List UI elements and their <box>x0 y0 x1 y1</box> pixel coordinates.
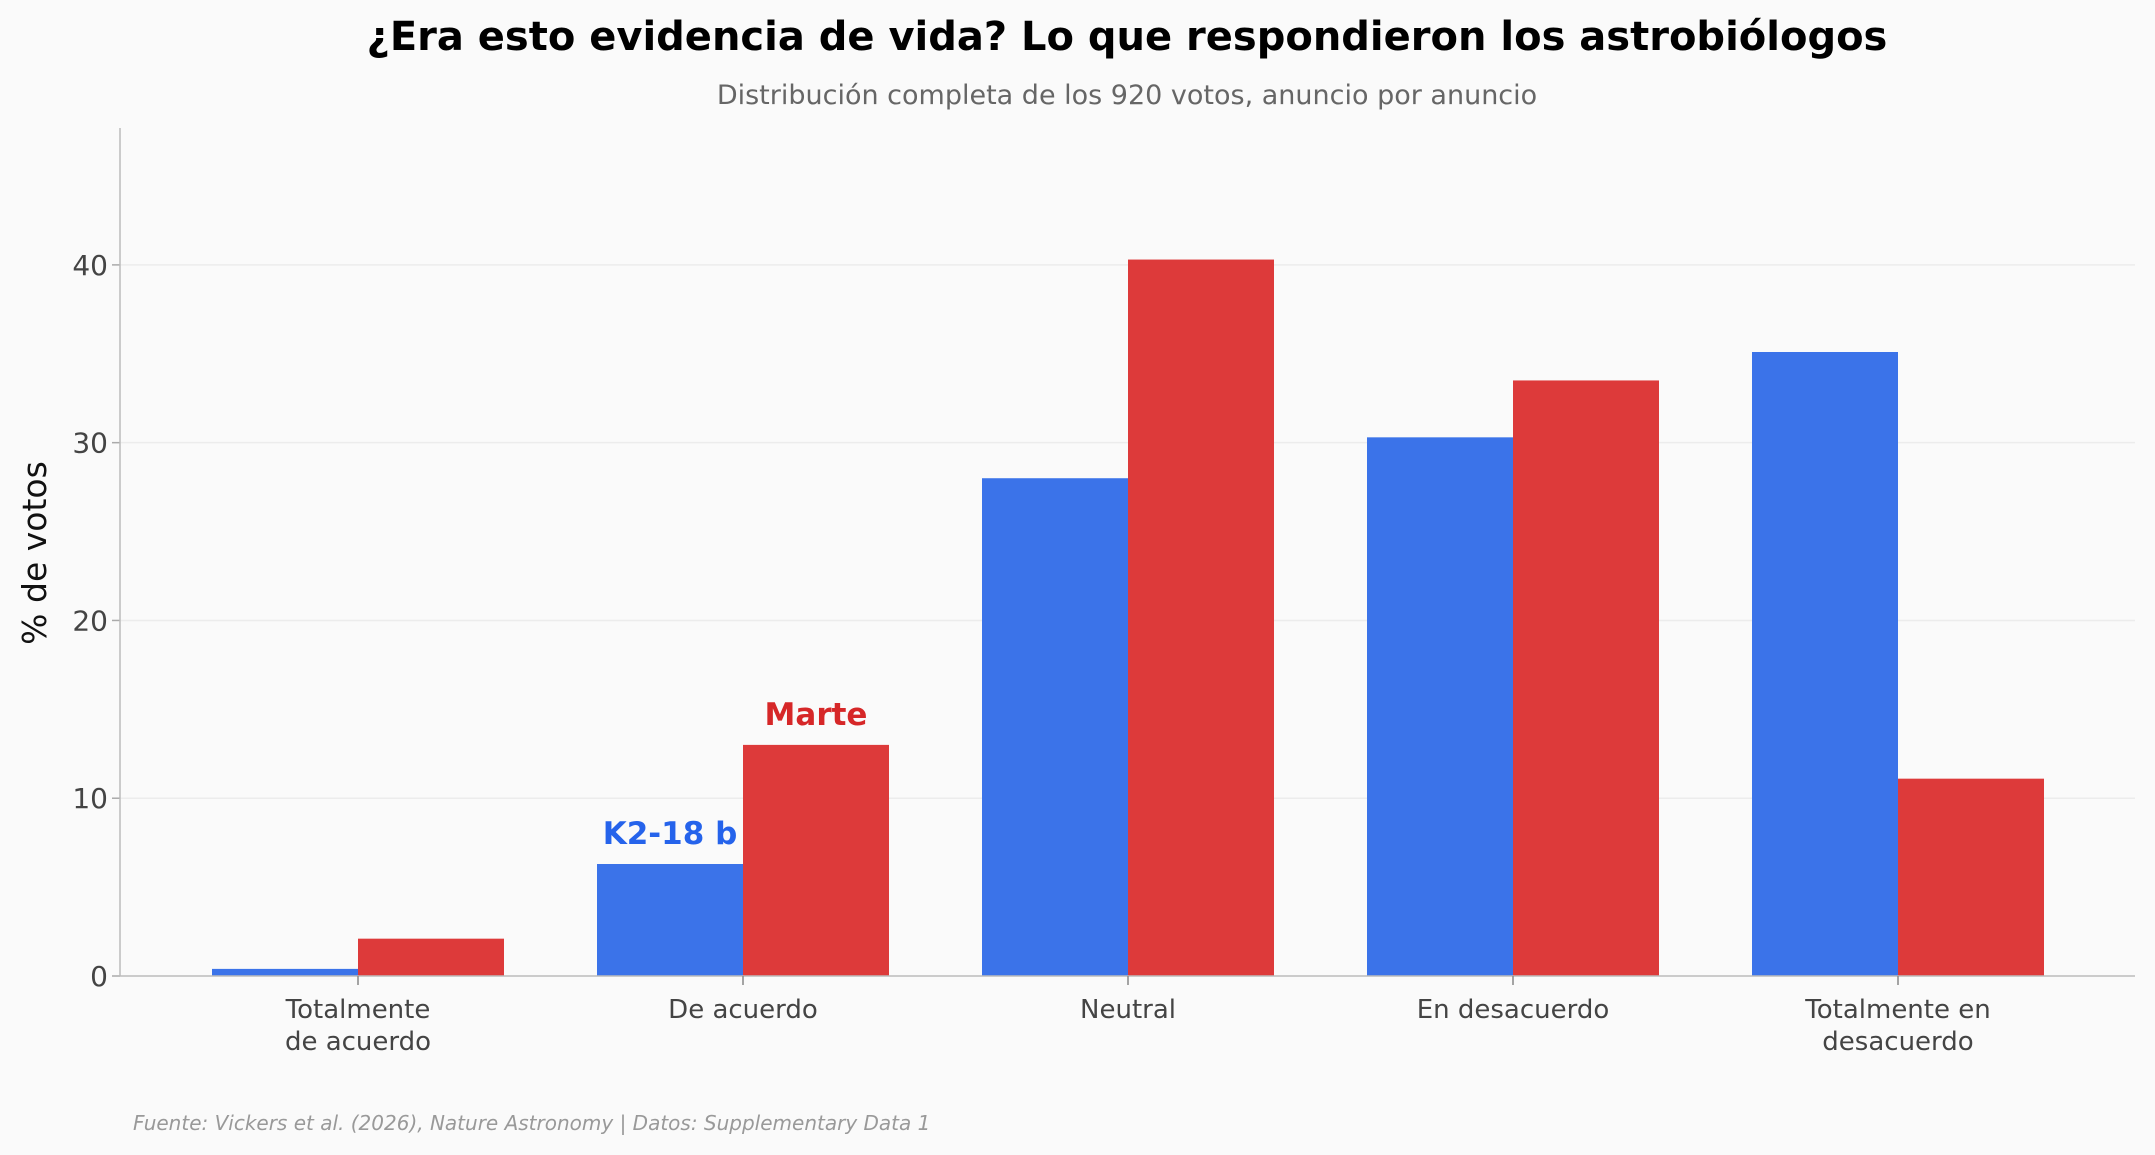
bar-marte-0 <box>358 938 504 976</box>
bar-k2-18-b-1 <box>597 864 743 976</box>
x-tick-label: Totalmente <box>285 995 431 1025</box>
source-note: Fuente: Vickers et al. (2026), Nature As… <box>133 1111 930 1135</box>
y-tick-label: 20 <box>72 604 108 637</box>
bar-marte-4 <box>1898 778 2044 976</box>
chart-title: ¿Era esto evidencia de vida? Lo que resp… <box>367 14 1888 60</box>
y-tick-label: 0 <box>90 960 108 993</box>
axes <box>112 128 2135 985</box>
bar-k2-18-b-3 <box>1367 437 1513 976</box>
x-tick-label: Totalmente en <box>1804 995 1990 1025</box>
chart-subtitle: Distribución completa de los 920 votos, … <box>717 80 1537 111</box>
bar-k2-18-b-0 <box>212 968 358 976</box>
x-tick-label: En desacuerdo <box>1417 995 1610 1025</box>
y-tick-label: 40 <box>72 249 108 282</box>
series-label-marte: Marte <box>765 697 868 733</box>
x-tick-label: De acuerdo <box>668 995 818 1025</box>
bar-marte-1 <box>743 744 889 976</box>
bars <box>212 259 2044 976</box>
bar-marte-2 <box>1128 259 1274 976</box>
y-tick-label: 10 <box>72 782 108 815</box>
bar-marte-3 <box>1513 380 1659 976</box>
y-tick-label: 30 <box>72 427 108 460</box>
y-axis-label: % de votos <box>15 461 54 645</box>
bar-k2-18-b-2 <box>982 478 1128 976</box>
x-tick-label: de acuerdo <box>285 1027 431 1057</box>
x-tick-label: desacuerdo <box>1822 1027 1973 1057</box>
series-label-k2-18-b: K2-18 b <box>603 816 738 852</box>
bar-k2-18-b-4 <box>1752 352 1898 976</box>
x-tick-label: Neutral <box>1080 995 1176 1025</box>
